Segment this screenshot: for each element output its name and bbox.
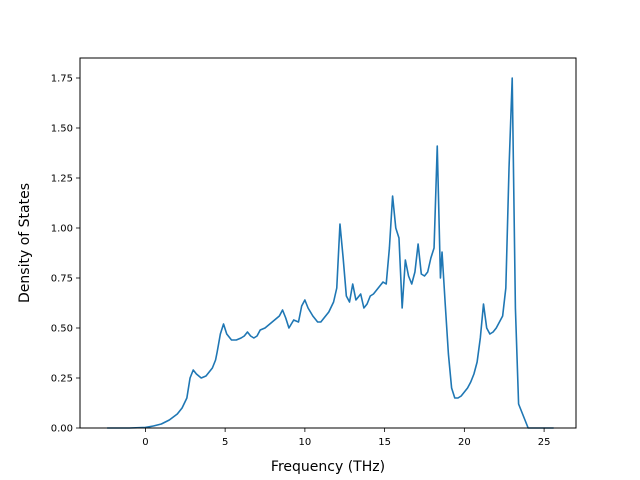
x-tick-label: 5 xyxy=(222,437,228,448)
x-axis-label: Frequency (THz) xyxy=(271,459,385,475)
axes-frame xyxy=(79,57,577,429)
x-tick-label: 25 xyxy=(538,437,551,448)
plot-area xyxy=(107,77,554,429)
y-tick-label: 1.75 xyxy=(51,74,73,85)
y-axis-ticks: 0.00 0.25 0.50 0.75 1.00 1.25 1.50 1.75 xyxy=(51,74,80,435)
y-axis-label: Density of States xyxy=(17,183,33,303)
dos-series-line-0 xyxy=(107,77,554,429)
x-tick-label: 15 xyxy=(378,437,391,448)
y-tick-label: 0.00 xyxy=(51,424,73,435)
y-tick-label: 1.25 xyxy=(51,174,73,185)
x-axis-ticks: 0 5 10 15 20 25 xyxy=(142,428,550,448)
x-tick-label: 0 xyxy=(142,437,148,448)
y-tick-label: 1.50 xyxy=(51,124,73,135)
x-tick-label: 10 xyxy=(299,437,312,448)
y-tick-label: 0.50 xyxy=(51,324,73,335)
x-tick-label: 20 xyxy=(458,437,471,448)
y-tick-label: 0.75 xyxy=(51,274,73,285)
y-tick-label: 1.00 xyxy=(51,224,73,235)
y-tick-label: 0.25 xyxy=(51,374,73,385)
